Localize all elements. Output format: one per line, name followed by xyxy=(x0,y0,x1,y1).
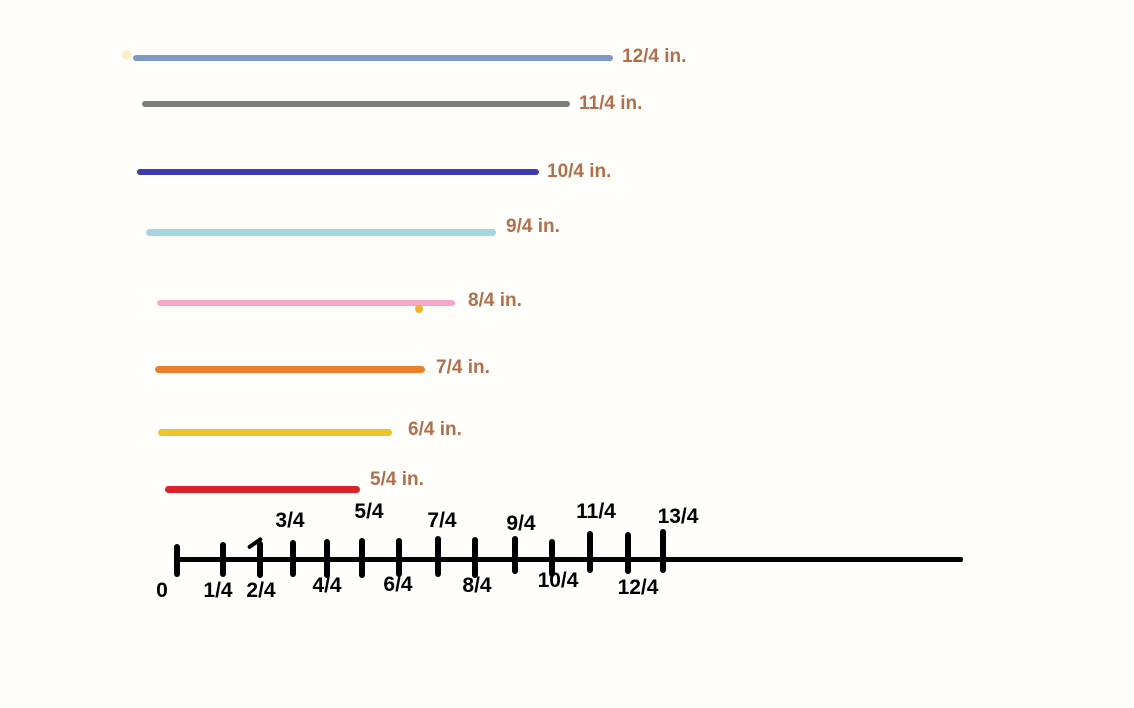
number-line-tick-9-4 xyxy=(512,536,518,574)
measured-segment-10-4 xyxy=(137,169,539,175)
number-line-tick-13-4 xyxy=(660,529,666,573)
number-line-tick-4-4 xyxy=(324,539,330,578)
segment-length-label-12-4: 12/4 in. xyxy=(622,46,687,67)
number-line-tick-label-7-4: 7/4 xyxy=(427,509,457,532)
number-line-tick-7-4 xyxy=(435,536,441,577)
number-line-tick-label-9-4: 9/4 xyxy=(506,512,536,535)
number-line-tick-label-4-4: 4/4 xyxy=(312,574,342,597)
number-line-tick-label-8-4: 8/4 xyxy=(462,574,492,597)
measured-segment-6-4 xyxy=(158,428,392,436)
number-line-tick-12-4 xyxy=(625,532,631,574)
number-line-tick-1-4 xyxy=(220,542,226,577)
segment-length-label-5-4: 5/4 in. xyxy=(370,469,424,490)
segment-length-label-6-4: 6/4 in. xyxy=(408,419,462,440)
number-line-tick-3-4 xyxy=(290,540,296,577)
number-line-tick-10-4 xyxy=(549,539,555,577)
number-line-tick-label-12-4: 12/4 xyxy=(617,576,659,599)
number-line-tick-11-4 xyxy=(587,531,593,573)
number-line-tick-2-4 xyxy=(257,541,263,578)
segment-length-label-11-4: 11/4 in. xyxy=(579,93,643,114)
number-line-tick-label-10-4: 10/4 xyxy=(537,569,579,592)
number-line-tick-label-2-4: 2/4 xyxy=(246,579,276,602)
number-line-tick-label-1-4: 1/4 xyxy=(203,579,233,602)
number-line-tick-8-4 xyxy=(472,537,478,578)
segment-length-label-8-4: 8/4 in. xyxy=(468,290,522,311)
number-line-tick-label-13-4: 13/4 xyxy=(657,505,699,528)
segment-length-label-9-4: 9/4 in. xyxy=(506,216,560,237)
measured-segment-7-4 xyxy=(155,365,425,373)
number-line-tick-label-3-4: 3/4 xyxy=(275,509,305,532)
number-line-tick-6-4 xyxy=(396,538,402,577)
number-line-tick-5-4 xyxy=(359,538,365,578)
number-line-tick-label-5-4: 5/4 xyxy=(354,500,384,523)
measured-segment-11-4 xyxy=(142,101,570,107)
faint-yellow-speck xyxy=(122,50,132,60)
number-line-axis xyxy=(176,556,963,562)
number-line-tick-label-0: 0 xyxy=(156,579,168,602)
measured-segment-5-4 xyxy=(165,485,360,493)
measured-segment-9-4 xyxy=(146,228,496,236)
number-line-tick-0 xyxy=(174,544,180,577)
number-line-tick-label-6-4: 6/4 xyxy=(383,573,413,596)
segment-length-label-10-4: 10/4 in. xyxy=(547,161,612,182)
segment-length-label-7-4: 7/4 in. xyxy=(436,357,490,378)
measured-segment-8-4 xyxy=(157,300,455,306)
measured-segment-12-4 xyxy=(133,55,613,61)
stray-dot xyxy=(415,305,423,313)
number-line-tick-label-11-4: 11/4 xyxy=(576,500,616,523)
